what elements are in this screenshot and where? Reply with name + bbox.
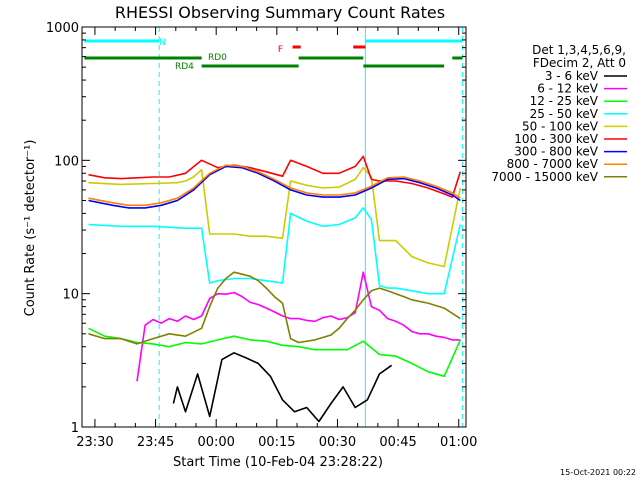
series-line-1: [136, 271, 461, 382]
y-tick-label: 10: [62, 288, 79, 303]
legend-label-5: 100 - 300 keV: [514, 132, 598, 146]
series-line-2: [88, 327, 462, 378]
series-line-5: [88, 155, 462, 198]
x-tick-label: 01:00: [440, 435, 477, 450]
x-tick-label: 00:45: [379, 435, 416, 450]
plot-area: [88, 27, 463, 427]
annotation-rd0: RD0: [208, 53, 227, 63]
y-tick-label: 1000: [46, 21, 79, 36]
x-axis-label: Start Time (10-Feb-04 23:28:22): [173, 455, 383, 470]
chart-title: RHESSI Observing Summary Count Rates: [115, 3, 445, 22]
timestamp-label: 15-Oct-2021 00:22: [560, 468, 636, 477]
x-tick-label: 23:45: [137, 435, 174, 450]
x-tick-label: 00:15: [258, 435, 295, 450]
chart-title-group: RHESSI Observing Summary Count Rates: [115, 3, 445, 22]
legend-label-2: 12 - 25 keV: [530, 94, 599, 108]
legend-label-8: 7000 - 15000 keV: [491, 170, 598, 184]
observing-bars: N F RD0 RD4: [84, 38, 463, 72]
legend-label-0: 3 - 6 keV: [545, 69, 599, 83]
y-tick-label: 100: [54, 154, 79, 169]
series-line-4: [88, 166, 462, 268]
y-axis-label: Count Rate (s⁻¹ detector⁻¹): [23, 140, 38, 317]
series-line-6: [88, 165, 461, 209]
x-tick-label: 23:30: [76, 435, 113, 450]
annotation-n: N: [159, 38, 166, 48]
legend: Det 1,3,4,5,6,9, FDecim 2, Att 0 3 - 6 k…: [491, 43, 627, 184]
legend-label-4: 50 - 100 keV: [522, 119, 599, 133]
legend-title-line1: Det 1,3,4,5,6,9,: [532, 43, 626, 57]
annotation-f: F: [278, 45, 283, 55]
series-line-7: [88, 164, 461, 207]
legend-title-line2: FDecim 2, Att 0: [533, 56, 626, 70]
series-group: [88, 27, 463, 427]
axes-frame: [81, 26, 467, 428]
y-axis-label-group: Count Rate (s⁻¹ detector⁻¹): [23, 140, 38, 317]
legend-label-1: 6 - 12 keV: [537, 82, 599, 96]
legend-label-7: 800 - 7000 keV: [507, 157, 599, 171]
series-line-3: [88, 207, 462, 295]
x-tick-label: 00:00: [197, 435, 234, 450]
axes: 1 10 100 1000 23:30 23:45 00:00 00:15 00:30 00:45…: [46, 21, 478, 450]
x-axis-label-group: Start Time (10-Feb-04 23:28:22): [173, 455, 383, 470]
legend-label-3: 25 - 50 keV: [530, 107, 599, 121]
y-tick-label: 1: [71, 421, 79, 436]
x-tick-label: 00:30: [319, 435, 356, 450]
series-line-0: [172, 351, 393, 423]
series-line-8: [88, 271, 461, 345]
annotation-rd4: RD4: [175, 62, 194, 72]
legend-label-6: 300 - 800 keV: [514, 145, 598, 159]
